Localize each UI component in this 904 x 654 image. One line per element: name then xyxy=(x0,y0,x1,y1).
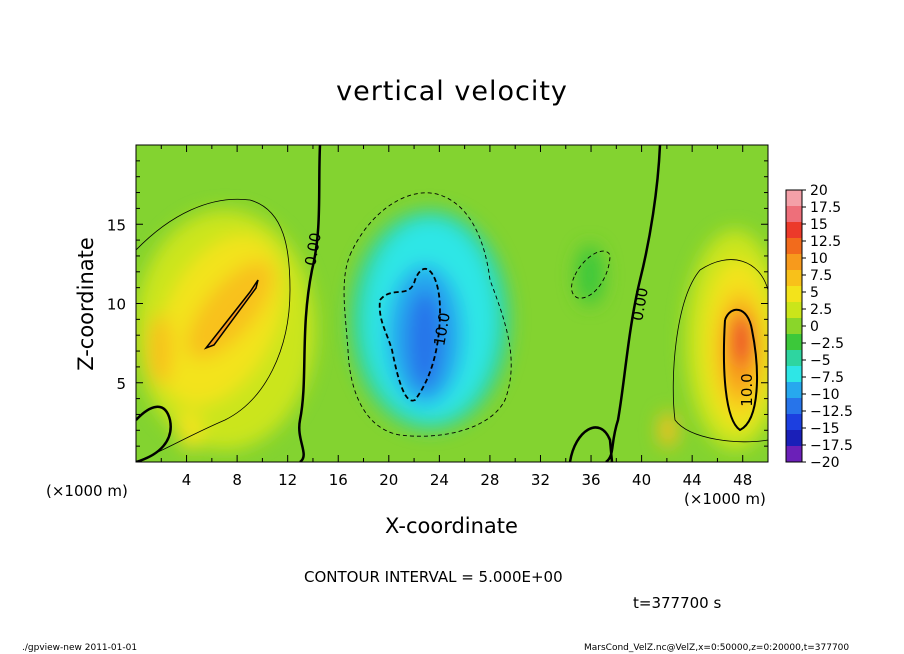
colorbar-swatch xyxy=(786,366,802,383)
colorbar-label: −10 xyxy=(810,387,840,403)
colorbar-label: 17.5 xyxy=(810,200,841,216)
x-tick-label: 4 xyxy=(182,471,192,489)
colorbar-label: −2.5 xyxy=(810,336,844,352)
colorbar-label: 10 xyxy=(810,251,828,267)
x-tick-label: 24 xyxy=(430,471,449,489)
colorbar-label: 0 xyxy=(810,319,819,335)
colorbar-swatch xyxy=(786,238,802,255)
colorbar-swatch xyxy=(786,206,802,223)
colorbar-label: 2.5 xyxy=(810,302,832,318)
colorbar-swatch xyxy=(786,222,802,239)
right-updraft xyxy=(659,230,768,450)
x-tick-label: 28 xyxy=(480,471,499,489)
left-core xyxy=(203,279,259,350)
colorbar-swatch xyxy=(786,254,802,271)
x-unit-right: (×1000 m) xyxy=(684,490,766,508)
contour-label: 0.00 xyxy=(301,231,325,267)
chart-title: vertical velocity xyxy=(336,76,568,107)
colorbar-label: −17.5 xyxy=(810,438,853,454)
x-unit-left: (×1000 m) xyxy=(46,482,128,500)
y-tick-label: 5 xyxy=(116,375,126,393)
colorbar-swatch xyxy=(786,190,802,207)
colorbar-swatch xyxy=(786,270,802,287)
colorbar-swatch xyxy=(786,398,802,415)
colorbar-label: 5 xyxy=(810,285,819,301)
colorbar-label: −5 xyxy=(810,353,831,369)
y-axis: 5 10 15 xyxy=(107,160,768,447)
y-tick-label: 10 xyxy=(107,296,126,314)
colorbar-label: 12.5 xyxy=(810,234,841,250)
colorbar-swatch xyxy=(786,334,802,351)
colorbar-swatch xyxy=(786,318,802,335)
colorbar-swatch xyxy=(786,286,802,303)
colorbar-label: −15 xyxy=(810,421,840,437)
x-axis-label: X-coordinate xyxy=(385,514,518,538)
x-tick-label: 12 xyxy=(278,471,297,489)
contour-label: 0.00 xyxy=(628,286,652,322)
y-tick-label: 15 xyxy=(107,216,126,234)
footer-left: ./gpview-new 2011-01-01 xyxy=(22,643,138,653)
colorbar-label: 7.5 xyxy=(810,268,832,284)
colorbar-swatch xyxy=(786,302,802,319)
x-tick-label: 40 xyxy=(632,471,651,489)
colorbar-swatch xyxy=(786,350,802,367)
contours xyxy=(136,145,768,462)
x-tick-label: 48 xyxy=(733,471,752,489)
x-tick-label: 16 xyxy=(329,471,348,489)
x-tick-label: 32 xyxy=(531,471,550,489)
colorbar-label: 20 xyxy=(810,183,828,199)
colorbar-label: 15 xyxy=(810,217,828,233)
footer-right: MarsCond_VelZ.nc@VelZ,x=0:50000,z=0:2000… xyxy=(584,643,850,653)
colorbar-label: −20 xyxy=(810,455,840,471)
colorbar-swatch xyxy=(786,446,802,463)
x-tick-label: 36 xyxy=(581,471,600,489)
time-label: t=377700 s xyxy=(633,594,722,612)
right-core-contour xyxy=(722,308,758,432)
contour-interval: CONTOUR INTERVAL = 5.000E+00 xyxy=(304,568,563,586)
x-tick-label: 8 xyxy=(232,471,242,489)
colorbar-label: −12.5 xyxy=(810,404,853,420)
contour-zero-left xyxy=(298,145,322,462)
x-tick-label: 44 xyxy=(683,471,702,489)
contour-positive xyxy=(136,198,291,461)
x-tick-label: 20 xyxy=(379,471,398,489)
y-axis-label: Z-coordinate xyxy=(74,237,98,371)
x-axis: 4 8 12 16 20 24 28 32 36 40 44 48 xyxy=(160,145,752,489)
contour-label: 10.0 xyxy=(430,311,454,347)
contour-negative-core xyxy=(378,267,441,402)
contour-negative-outer xyxy=(343,192,512,437)
colorbar-label: −7.5 xyxy=(810,370,844,386)
colorbar: 2017.51512.5107.552.50−2.5−5−7.5−10−12.5… xyxy=(785,183,853,471)
contour-label: 10.0 xyxy=(738,373,756,406)
colorbar-swatch xyxy=(786,430,802,447)
central-downdraft xyxy=(350,210,604,430)
contour-labels: 0.00 10.0 0.00 10.0 xyxy=(301,231,756,407)
plot-field xyxy=(136,145,768,462)
colorbar-swatch xyxy=(786,414,802,431)
contour-zero-right xyxy=(605,145,662,462)
colorbar-swatch xyxy=(786,382,802,399)
